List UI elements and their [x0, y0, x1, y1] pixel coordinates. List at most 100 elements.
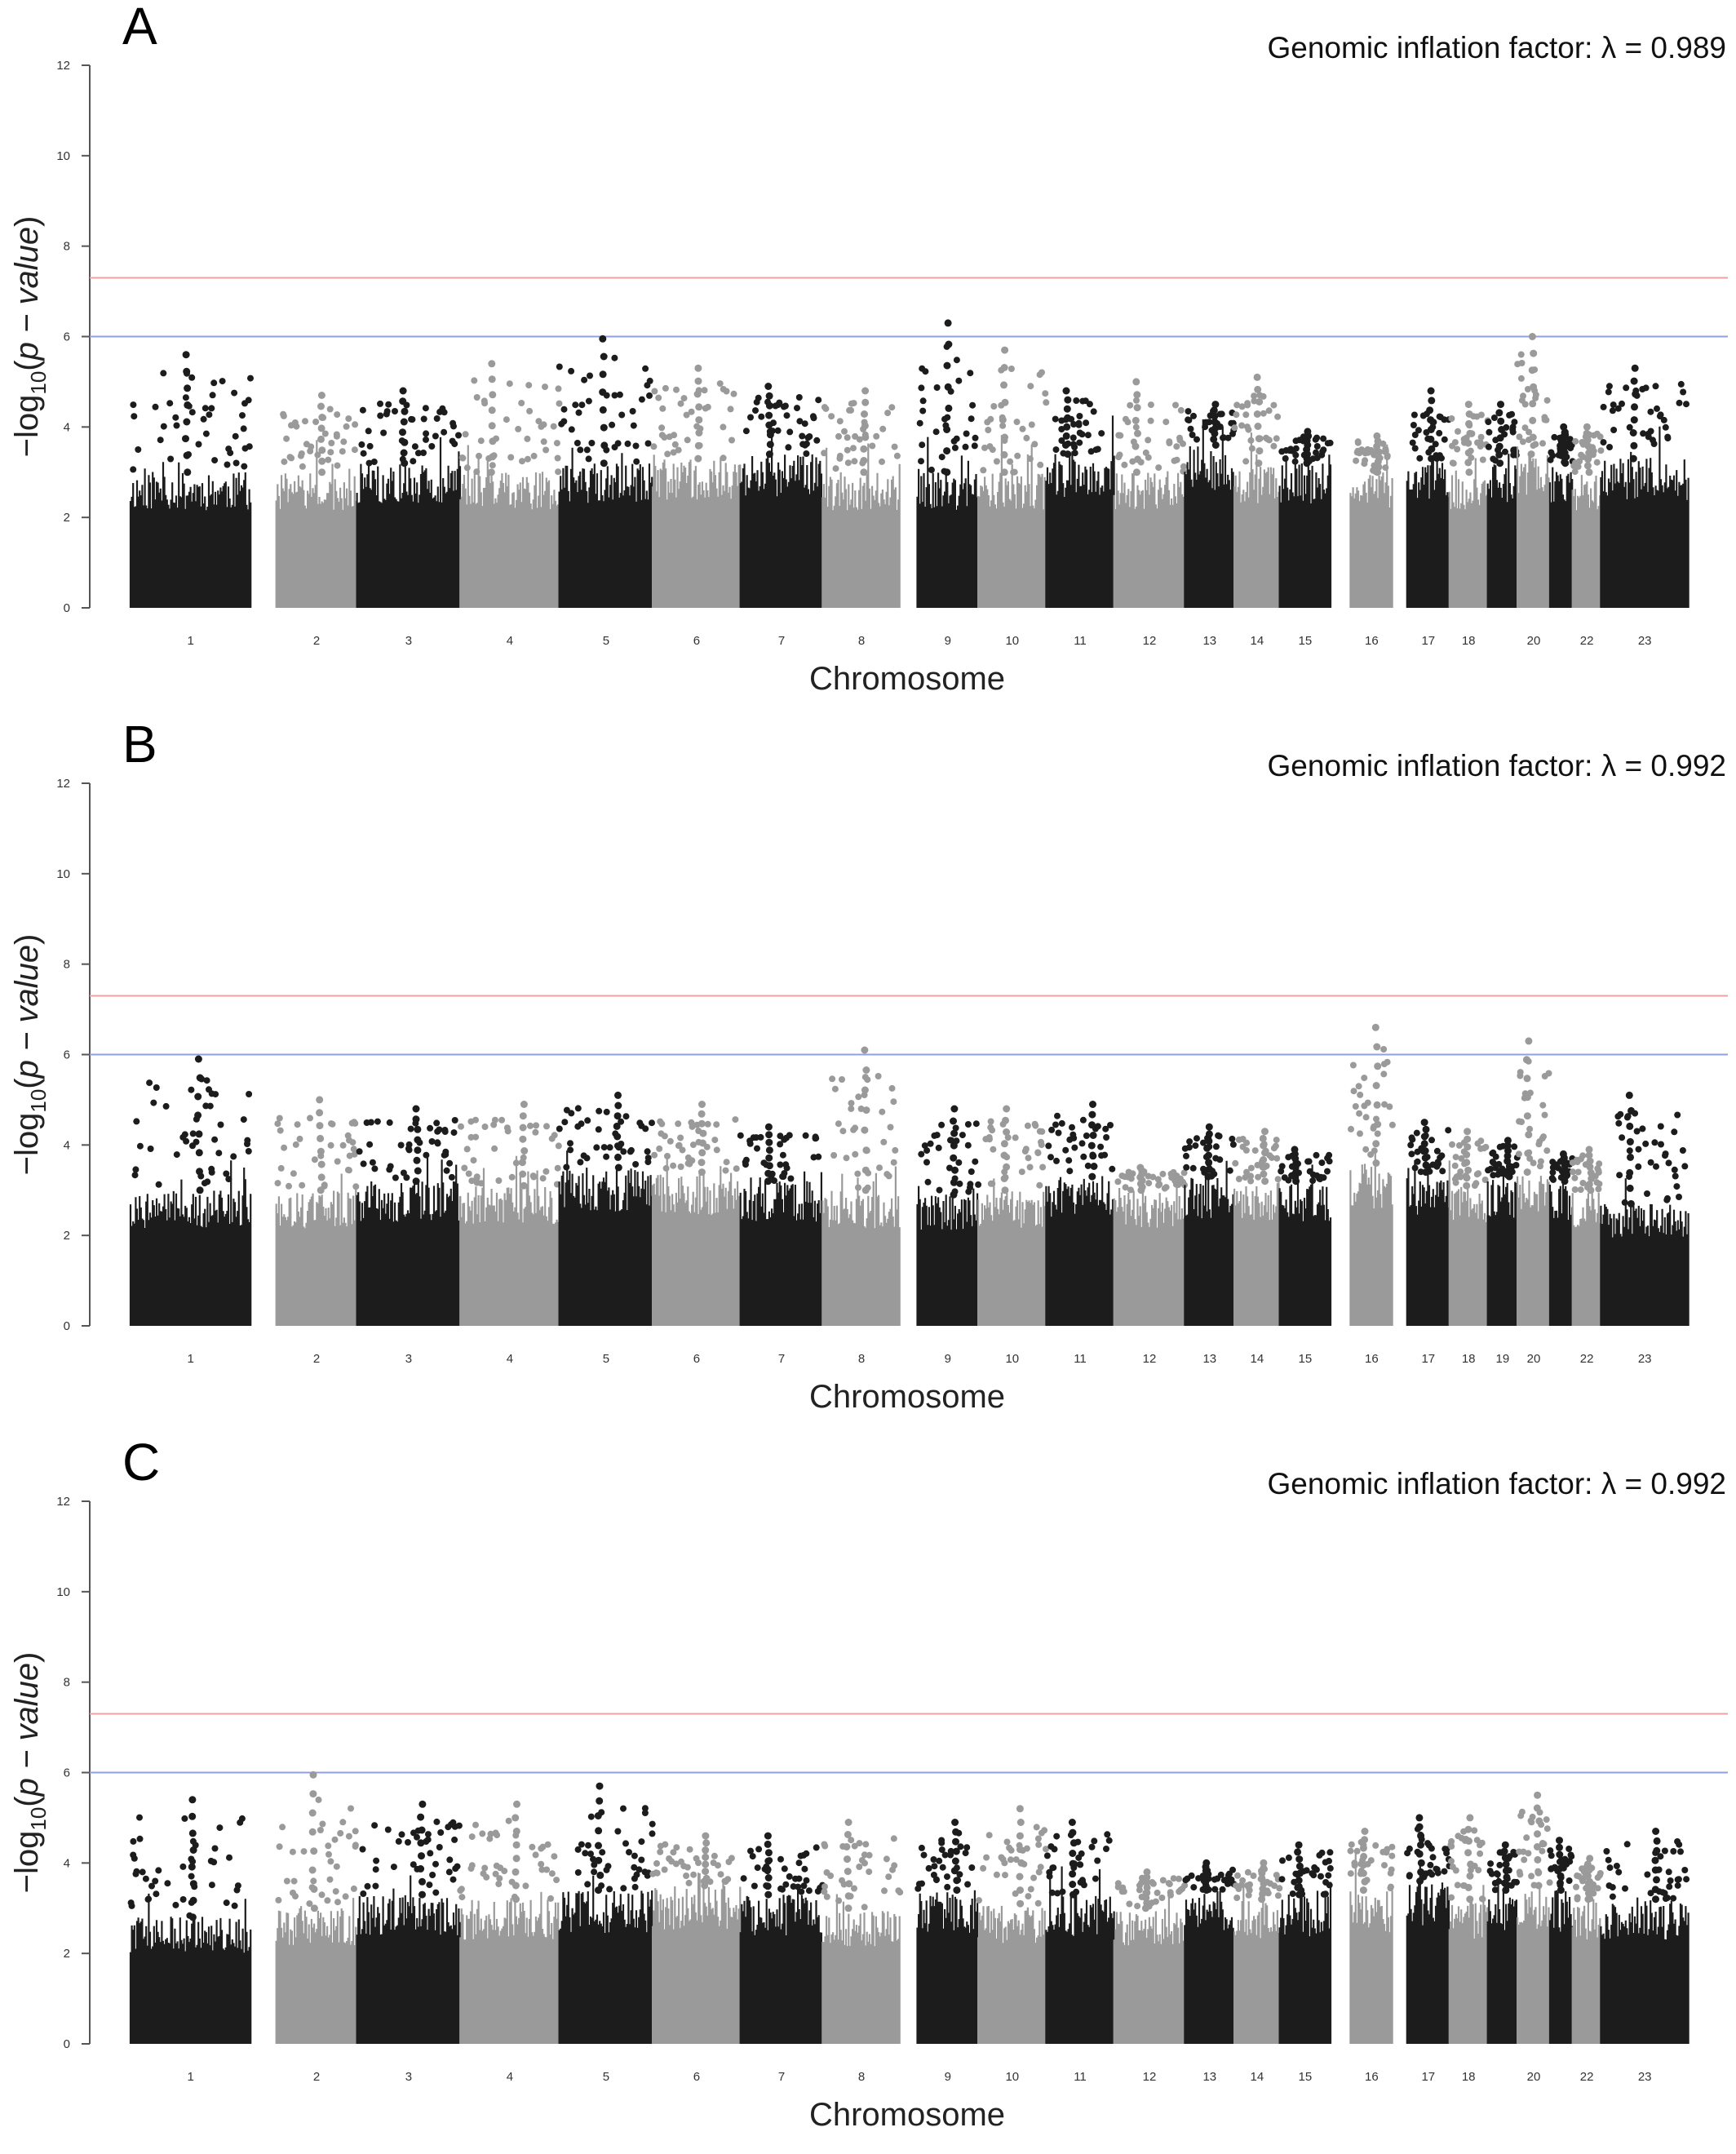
- snp-point: [890, 1098, 897, 1106]
- snp-point: [1083, 1132, 1090, 1139]
- peak-point: [1291, 1146, 1299, 1154]
- peak-point: [1016, 1805, 1024, 1813]
- y-tick-label: 6: [64, 330, 70, 344]
- snp-point: [1133, 397, 1140, 404]
- snp-point: [1244, 1868, 1251, 1876]
- snp-point: [1547, 1847, 1554, 1855]
- x-tick-label: 11: [1074, 634, 1087, 648]
- snp-point: [577, 1159, 584, 1166]
- x-tick-label: 23: [1638, 1352, 1652, 1366]
- snp-point: [713, 1146, 720, 1154]
- snp-point: [308, 443, 315, 450]
- peak-point: [1651, 1866, 1659, 1874]
- snp-point: [1247, 1164, 1255, 1172]
- snp-point: [1490, 1159, 1497, 1167]
- snp-point: [777, 1141, 784, 1148]
- peak-point: [1652, 1895, 1659, 1904]
- snp-point: [1232, 1159, 1239, 1167]
- snp-point: [172, 1901, 179, 1908]
- snp-point: [675, 1120, 682, 1128]
- x-tick-label: 12: [1143, 634, 1157, 648]
- snp-point: [241, 463, 248, 470]
- snp-point: [292, 1893, 299, 1900]
- snp-point: [274, 1180, 281, 1187]
- peak-point: [1003, 1128, 1011, 1136]
- snp-point: [427, 1850, 434, 1857]
- snp-point: [875, 1073, 882, 1079]
- peak-point: [694, 364, 702, 372]
- x-tick-label: 16: [1365, 2070, 1379, 2084]
- snp-point: [1644, 1871, 1651, 1878]
- snp-point: [1129, 1170, 1136, 1177]
- peak-point: [1631, 364, 1639, 372]
- snp-point: [653, 1859, 660, 1867]
- peak-point: [1464, 1849, 1472, 1857]
- snp-point: [1054, 1890, 1061, 1897]
- snp-point: [451, 1836, 458, 1843]
- peak-point: [1500, 1847, 1508, 1855]
- snp-point: [1078, 1850, 1085, 1857]
- x-tick-label: 22: [1580, 1352, 1594, 1366]
- snp-point: [1515, 1150, 1522, 1158]
- snp-point: [1114, 1883, 1122, 1890]
- y-tick-label: 8: [64, 1676, 70, 1690]
- snp-point: [620, 1148, 627, 1155]
- peak-point: [1504, 1141, 1512, 1150]
- snp-point: [1273, 435, 1280, 442]
- snp-point: [588, 440, 596, 446]
- snp-point: [1138, 1879, 1145, 1886]
- snp-point: [454, 1863, 461, 1870]
- snp-point: [1038, 369, 1045, 376]
- snp-point: [822, 1842, 829, 1850]
- snp-point: [155, 1181, 162, 1188]
- snp-point: [372, 1866, 379, 1873]
- chromosome-9-points: [916, 319, 979, 608]
- peak-point: [512, 1895, 520, 1904]
- snp-point: [392, 408, 398, 414]
- snp-point: [1609, 1893, 1616, 1900]
- peak-point: [194, 1055, 202, 1063]
- snp-point: [876, 1164, 883, 1172]
- snp-point: [1642, 1140, 1650, 1147]
- peak-point: [1534, 1881, 1543, 1890]
- peak-point: [317, 435, 325, 443]
- peak-point: [1255, 459, 1263, 468]
- snp-point: [223, 1899, 230, 1907]
- snp-point: [1092, 1875, 1099, 1882]
- snp-point: [405, 1145, 412, 1152]
- x-tick-label: 14: [1251, 2070, 1264, 2084]
- peak-point: [1535, 1817, 1543, 1825]
- snp-point: [1354, 438, 1362, 445]
- peak-point: [613, 1112, 622, 1120]
- snp-point: [1154, 1889, 1161, 1896]
- snp-point: [1165, 1880, 1172, 1887]
- snp-point: [245, 1148, 252, 1155]
- snp-point: [822, 1883, 828, 1890]
- snp-point: [1326, 1864, 1334, 1872]
- snp-point: [1545, 1070, 1552, 1077]
- point-cloud: [275, 1898, 357, 2044]
- peak-point: [399, 428, 406, 437]
- snp-point: [411, 443, 418, 450]
- snp-point: [844, 446, 851, 454]
- snp-point: [884, 410, 892, 417]
- snp-point: [519, 458, 525, 465]
- snp-point: [1647, 408, 1654, 415]
- peak-point: [1557, 1879, 1564, 1887]
- snp-point: [644, 440, 652, 447]
- peak-point: [1260, 1864, 1268, 1873]
- snp-point: [1212, 1143, 1220, 1150]
- snp-point: [1651, 1139, 1658, 1146]
- peak-point: [1258, 1874, 1266, 1882]
- snp-point: [246, 1091, 253, 1097]
- snp-point: [1656, 413, 1663, 420]
- peak-point: [764, 1840, 772, 1848]
- peak-point: [764, 1857, 773, 1865]
- snp-point: [749, 1853, 756, 1860]
- snp-point: [622, 1113, 630, 1120]
- chromosome-16-points: [1347, 1828, 1396, 2044]
- snp-point: [646, 392, 653, 399]
- snp-point: [1202, 419, 1209, 426]
- peak-point: [1016, 1899, 1025, 1908]
- snp-point: [609, 421, 616, 428]
